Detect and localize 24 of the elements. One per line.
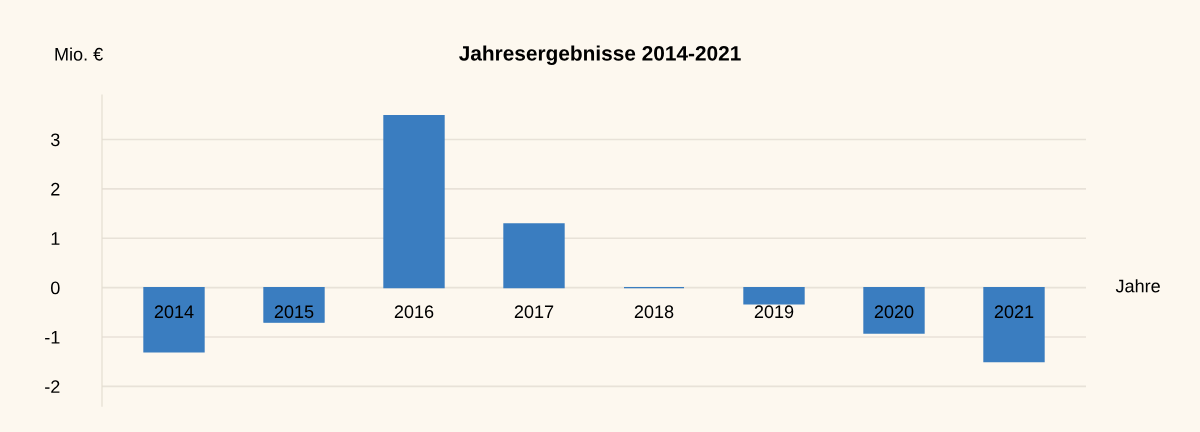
x-tick-label: 2017 xyxy=(514,305,554,319)
x-tick-label: 2018 xyxy=(634,305,674,319)
y-axis-title: Mio. € xyxy=(55,47,103,61)
x-tick-label: 2015 xyxy=(274,305,314,319)
x-axis-title: Jahre xyxy=(1115,279,1160,293)
y-tick-label: -1 xyxy=(45,331,60,344)
bar xyxy=(863,286,925,334)
x-tick-label: 2021 xyxy=(994,305,1034,319)
x-tick-label: 2020 xyxy=(874,305,914,319)
x-tick-label: 2016 xyxy=(394,305,434,319)
bar xyxy=(503,223,565,289)
x-tick-label: 2019 xyxy=(754,305,794,319)
bar xyxy=(743,286,805,305)
bar xyxy=(383,115,445,289)
bar xyxy=(983,286,1045,363)
y-tick-label: 1 xyxy=(51,232,60,245)
y-tick-label: 2 xyxy=(51,182,60,196)
y-tick-label: -2 xyxy=(45,380,60,393)
y-tick-label: 3 xyxy=(50,133,60,147)
x-tick-label: 2014 xyxy=(154,305,194,319)
bar xyxy=(143,286,205,353)
bar xyxy=(263,286,325,323)
y-tick-label: 0 xyxy=(51,281,60,295)
chart-title: Jahresergebnisse 2014-2021 xyxy=(459,45,741,65)
